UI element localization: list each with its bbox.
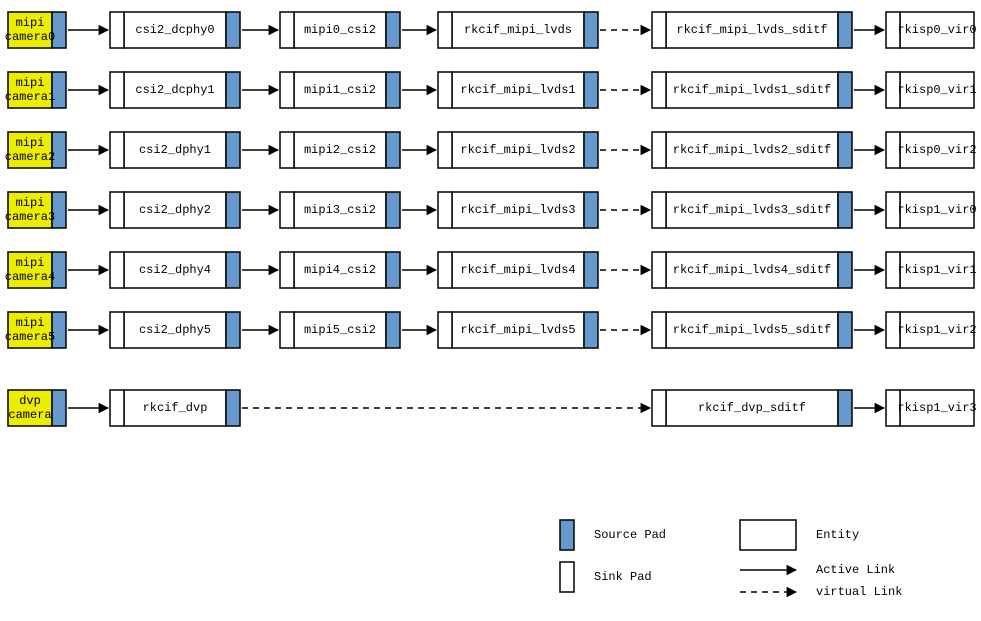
lvds-label: rkcif_mipi_lvds1 <box>460 83 575 97</box>
csi-sink-pad <box>280 12 294 48</box>
dvp-sink-pad <box>110 390 124 426</box>
legend-virtual-link-label: virtual Link <box>816 585 902 599</box>
sditf-sink-pad <box>652 312 666 348</box>
legend-entity <box>740 520 796 550</box>
sditf-label: rkcif_mipi_lvds4_sditf <box>673 263 831 277</box>
csi-sink-pad <box>280 132 294 168</box>
media-topology-diagram: mipicamera0csi2_dcphy0mipi0_csi2rkcif_mi… <box>0 0 981 621</box>
dphy-sink-pad <box>110 192 124 228</box>
csi-label: mipi2_csi2 <box>304 143 376 157</box>
csi-source-pad <box>386 192 400 228</box>
lvds-label: rkcif_mipi_lvds5 <box>460 323 575 337</box>
csi-label: mipi0_csi2 <box>304 23 376 37</box>
csi-label: mipi1_csi2 <box>304 83 376 97</box>
lvds-source-pad <box>584 312 598 348</box>
csi-source-pad <box>386 132 400 168</box>
lvds-source-pad <box>584 72 598 108</box>
dphy-sink-pad <box>110 312 124 348</box>
sditf-source-pad <box>838 132 852 168</box>
legend-source-pad-label: Source Pad <box>594 528 666 542</box>
csi-source-pad <box>386 312 400 348</box>
sditf-label: rkcif_mipi_lvds5_sditf <box>673 323 831 337</box>
legend-source-pad <box>560 520 574 550</box>
csi-label: mipi4_csi2 <box>304 263 376 277</box>
csi-sink-pad <box>280 252 294 288</box>
lvds-label: rkcif_mipi_lvds <box>464 23 572 37</box>
sditf-source-pad <box>838 252 852 288</box>
sditf-sink-pad <box>652 12 666 48</box>
sditf-label: rkcif_mipi_lvds_sditf <box>676 23 827 37</box>
dphy-label: csi2_dcphy0 <box>135 23 214 37</box>
lvds-source-pad <box>584 12 598 48</box>
sditf-sink-pad <box>652 390 666 426</box>
camera-source-pad <box>52 390 66 426</box>
csi-source-pad <box>386 72 400 108</box>
lvds-label: rkcif_mipi_lvds4 <box>460 263 575 277</box>
lvds-sink-pad <box>438 132 452 168</box>
dphy-label: csi2_dphy5 <box>139 323 211 337</box>
dphy-source-pad <box>226 72 240 108</box>
sditf-source-pad <box>838 12 852 48</box>
isp-label: rkisp0_vir0 <box>897 23 976 37</box>
sditf-sink-pad <box>652 132 666 168</box>
csi-sink-pad <box>280 312 294 348</box>
lvds-sink-pad <box>438 72 452 108</box>
sditf-label: rkcif_mipi_lvds2_sditf <box>673 143 831 157</box>
dphy-label: csi2_dcphy1 <box>135 83 214 97</box>
csi-label: mipi5_csi2 <box>304 323 376 337</box>
legend-active-link-label: Active Link <box>816 563 895 577</box>
dphy-sink-pad <box>110 12 124 48</box>
dphy-label: csi2_dphy4 <box>139 263 211 277</box>
sditf-source-pad <box>838 390 852 426</box>
csi-sink-pad <box>280 192 294 228</box>
sditf-source-pad <box>838 312 852 348</box>
sditf-sink-pad <box>652 72 666 108</box>
sditf-sink-pad <box>652 252 666 288</box>
dphy-source-pad <box>226 12 240 48</box>
sditf-source-pad <box>838 192 852 228</box>
csi-sink-pad <box>280 72 294 108</box>
sditf-source-pad <box>838 72 852 108</box>
dvp-source-pad <box>226 390 240 426</box>
sditf-label: rkcif_mipi_lvds3_sditf <box>673 203 831 217</box>
csi-source-pad <box>386 12 400 48</box>
legend-sink-pad-label: Sink Pad <box>594 570 652 584</box>
sditf-label: rkcif_mipi_lvds1_sditf <box>673 83 831 97</box>
lvds-sink-pad <box>438 192 452 228</box>
dphy-source-pad <box>226 192 240 228</box>
lvds-label: rkcif_mipi_lvds3 <box>460 203 575 217</box>
dphy-source-pad <box>226 312 240 348</box>
lvds-label: rkcif_mipi_lvds2 <box>460 143 575 157</box>
sditf-sink-pad <box>652 192 666 228</box>
dvp-label: rkcif_dvp <box>143 401 208 415</box>
lvds-source-pad <box>584 192 598 228</box>
lvds-sink-pad <box>438 252 452 288</box>
dphy-sink-pad <box>110 72 124 108</box>
dphy-source-pad <box>226 132 240 168</box>
dphy-sink-pad <box>110 252 124 288</box>
lvds-sink-pad <box>438 12 452 48</box>
legend-entity-label: Entity <box>816 528 859 542</box>
lvds-sink-pad <box>438 312 452 348</box>
dphy-label: csi2_dphy2 <box>139 203 211 217</box>
isp-label: rkisp0_vir2 <box>897 143 976 157</box>
dphy-label: csi2_dphy1 <box>139 143 211 157</box>
csi-source-pad <box>386 252 400 288</box>
isp-label: rkisp1_vir0 <box>897 203 976 217</box>
lvds-source-pad <box>584 132 598 168</box>
isp-label: rkisp1_vir3 <box>897 401 976 415</box>
csi-label: mipi3_csi2 <box>304 203 376 217</box>
isp-label: rkisp1_vir1 <box>897 263 976 277</box>
isp-label: rkisp0_vir1 <box>897 83 976 97</box>
dphy-sink-pad <box>110 132 124 168</box>
legend-sink-pad <box>560 562 574 592</box>
lvds-source-pad <box>584 252 598 288</box>
sditf-label: rkcif_dvp_sditf <box>698 401 806 415</box>
isp-label: rkisp1_vir2 <box>897 323 976 337</box>
dphy-source-pad <box>226 252 240 288</box>
